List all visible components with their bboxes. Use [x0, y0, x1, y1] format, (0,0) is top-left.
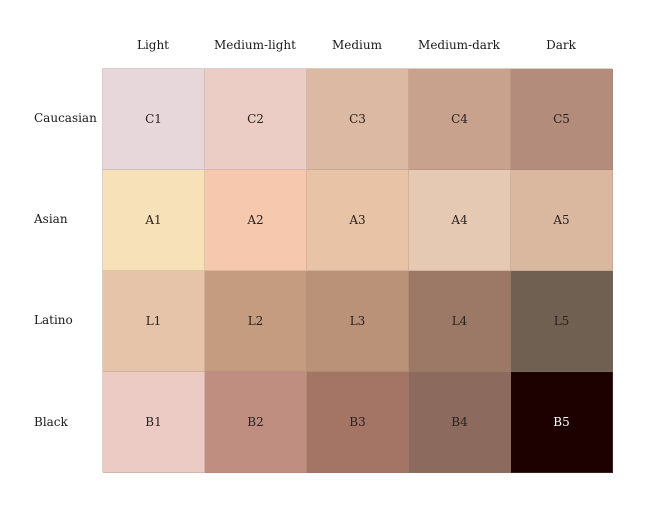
swatch-l1: L1: [103, 271, 205, 372]
row-header-caucasian: Caucasian: [34, 111, 97, 125]
swatch-a1: A1: [103, 170, 205, 271]
swatch-b1: B1: [103, 372, 205, 473]
swatch-b2: B2: [205, 372, 307, 473]
swatch-c4: C4: [409, 69, 511, 170]
swatch-l5: L5: [511, 271, 613, 372]
column-header-medium-light: Medium-light: [214, 38, 296, 52]
swatch-a4: A4: [409, 170, 511, 271]
swatch-l4: L4: [409, 271, 511, 372]
swatch-l2: L2: [205, 271, 307, 372]
swatch-b5: B5: [511, 372, 613, 473]
swatch-l3: L3: [307, 271, 409, 372]
column-header-light: Light: [136, 38, 170, 52]
row-header-latino: Latino: [34, 313, 73, 327]
swatch-a3: A3: [307, 170, 409, 271]
column-header-medium-dark: Medium-dark: [418, 38, 500, 52]
swatch-c5: C5: [511, 69, 613, 170]
swatch-b4: B4: [409, 372, 511, 473]
swatch-b3: B3: [307, 372, 409, 473]
row-header-black: Black: [34, 415, 68, 429]
swatch-a5: A5: [511, 170, 613, 271]
swatch-grid: C1 C2 C3 C4 C5 A1 A2 A3 A4 A5 L1 L2 L3 L…: [102, 68, 613, 473]
swatch-a2: A2: [205, 170, 307, 271]
row-header-asian: Asian: [34, 212, 68, 226]
swatch-c1: C1: [103, 69, 205, 170]
swatch-c3: C3: [307, 69, 409, 170]
column-header-dark: Dark: [546, 38, 576, 52]
column-header-medium: Medium: [331, 38, 382, 52]
swatch-c2: C2: [205, 69, 307, 170]
